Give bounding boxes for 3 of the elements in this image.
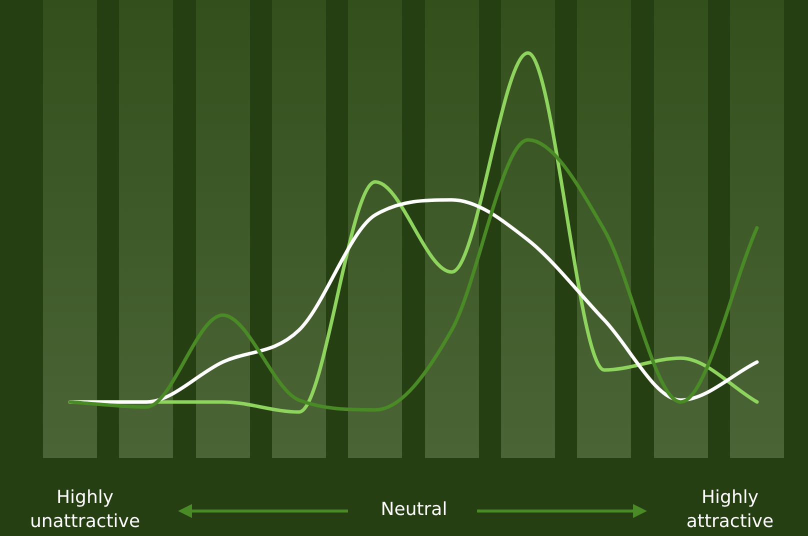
text: Highly attractive xyxy=(685,486,775,534)
text: Highly unattractive xyxy=(28,486,142,534)
text: Neutral xyxy=(380,498,448,522)
